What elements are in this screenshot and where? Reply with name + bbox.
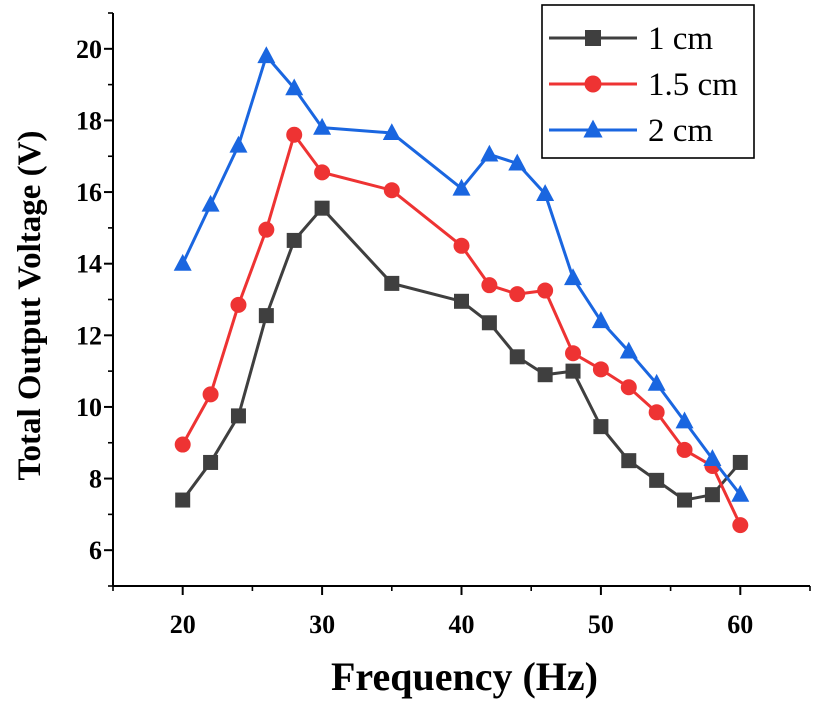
data-point [591,311,610,329]
legend-label: 1 cm [648,21,713,57]
legend-label: 2 cm [648,113,713,149]
x-tick-label-60: 60 [727,610,753,639]
data-point [536,184,555,201]
data-point [314,200,330,216]
data-point [383,182,400,199]
data-point [619,341,638,359]
axis-ticks: 20 30 40 50 60 6 8 10 12 14 16 18 20 [76,12,811,639]
data-point [509,286,526,303]
data-point [509,349,525,365]
data-point [648,404,665,421]
data-point [480,144,499,162]
data-point [201,194,220,212]
legend-item-2: 1.5 cm [549,67,738,103]
data-point [286,232,302,248]
data-point [565,345,582,362]
legend-marker [583,119,603,138]
y-tick-label-8: 8 [89,465,102,494]
data-point [230,408,246,424]
data-point [649,472,665,488]
data-point [452,178,471,196]
data-point [229,135,248,153]
data-point [314,164,331,181]
series-2 [174,126,749,534]
data-point [593,419,609,435]
y-tick-label-14: 14 [76,250,102,279]
y-tick-label-6: 6 [89,536,102,565]
legend-marker [585,30,601,46]
series-1 [175,200,748,508]
legend: 1 cm 1.5 cm 2 cm [541,4,755,159]
data-point [647,373,666,391]
data-point [508,153,527,171]
y-axis-title: Total Output Voltage (V) [12,131,48,481]
data-point [537,282,554,299]
data-point [564,268,583,286]
data-point [257,46,276,64]
data-point [382,123,401,141]
data-point [285,78,304,96]
data-point [230,296,247,313]
y-tick-label-16: 16 [76,178,102,207]
data-point [676,441,693,458]
x-tick-label-40: 40 [449,610,475,639]
x-tick-label-20: 20 [170,610,196,639]
legend-box [541,4,755,159]
data-point [565,363,581,379]
data-point [203,454,219,470]
data-point [732,517,749,534]
data-point [173,253,192,271]
data-point [174,436,191,453]
data-point [537,367,553,383]
legend-marker [584,75,602,93]
legend-item-1: 1 cm [549,21,713,57]
data-point [454,293,469,309]
data-point [258,221,275,238]
data-point [732,454,748,470]
data-point [731,484,750,502]
series-group [173,46,750,534]
legend-label: 1.5 cm [648,67,738,103]
data-point [621,453,637,469]
y-tick-label-18: 18 [76,106,102,135]
data-point [453,237,470,254]
x-tick-label-50: 50 [588,610,614,639]
data-point [592,361,609,378]
y-tick-label-20: 20 [76,35,102,64]
data-point [175,492,191,508]
data-point [313,117,332,135]
data-point [620,379,637,396]
data-point [675,411,694,429]
data-point [481,277,498,294]
data-point [704,487,720,503]
data-point [384,275,400,291]
y-tick-label-12: 12 [76,321,102,350]
y-tick-label-10: 10 [76,393,102,422]
x-axis-title: Frequency (Hz) [331,654,598,699]
legend-item-3: 2 cm [549,113,713,149]
data-point [677,492,693,508]
series-3 [173,46,750,502]
data-point [202,386,219,403]
data-point [481,315,497,331]
data-point [258,308,274,324]
data-point [703,449,722,466]
x-tick-label-30: 30 [309,610,335,639]
data-point [286,126,303,143]
